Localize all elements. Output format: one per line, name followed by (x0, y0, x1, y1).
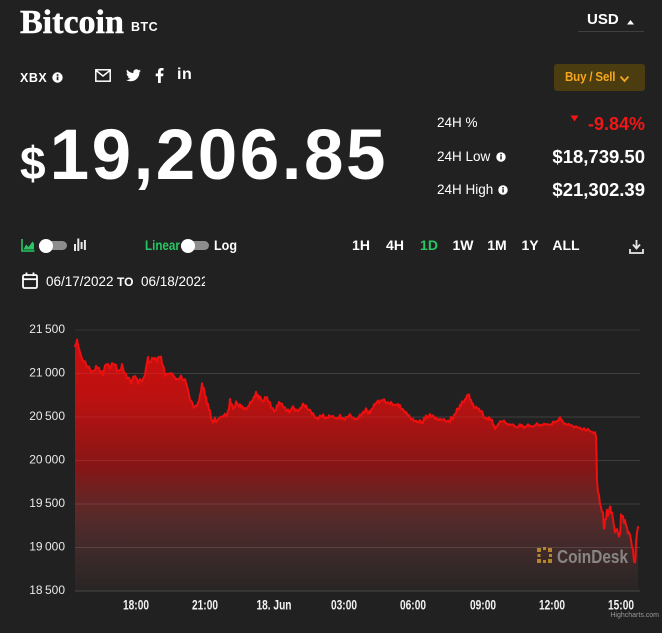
svg-text:21 000: 21 000 (29, 366, 65, 380)
svg-text:19 000: 19 000 (29, 540, 65, 554)
svg-text:20 000: 20 000 (29, 453, 65, 467)
svg-text:06:00: 06:00 (400, 598, 426, 613)
svg-text:21 500: 21 500 (29, 322, 65, 336)
svg-text:18. Jun: 18. Jun (257, 598, 292, 613)
svg-text:12:00: 12:00 (539, 598, 565, 613)
svg-text:19 500: 19 500 (29, 496, 65, 510)
svg-text:CoinDesk: CoinDesk (557, 546, 629, 567)
svg-text:15:00: 15:00 (608, 598, 634, 613)
svg-text:18:00: 18:00 (123, 598, 149, 613)
svg-text:03:00: 03:00 (331, 598, 357, 613)
svg-text:09:00: 09:00 (470, 598, 496, 613)
svg-text:20 500: 20 500 (29, 409, 65, 423)
svg-text:21:00: 21:00 (192, 598, 218, 613)
svg-text:Highcharts.com: Highcharts.com (610, 612, 659, 619)
svg-text:18 500: 18 500 (29, 583, 65, 597)
